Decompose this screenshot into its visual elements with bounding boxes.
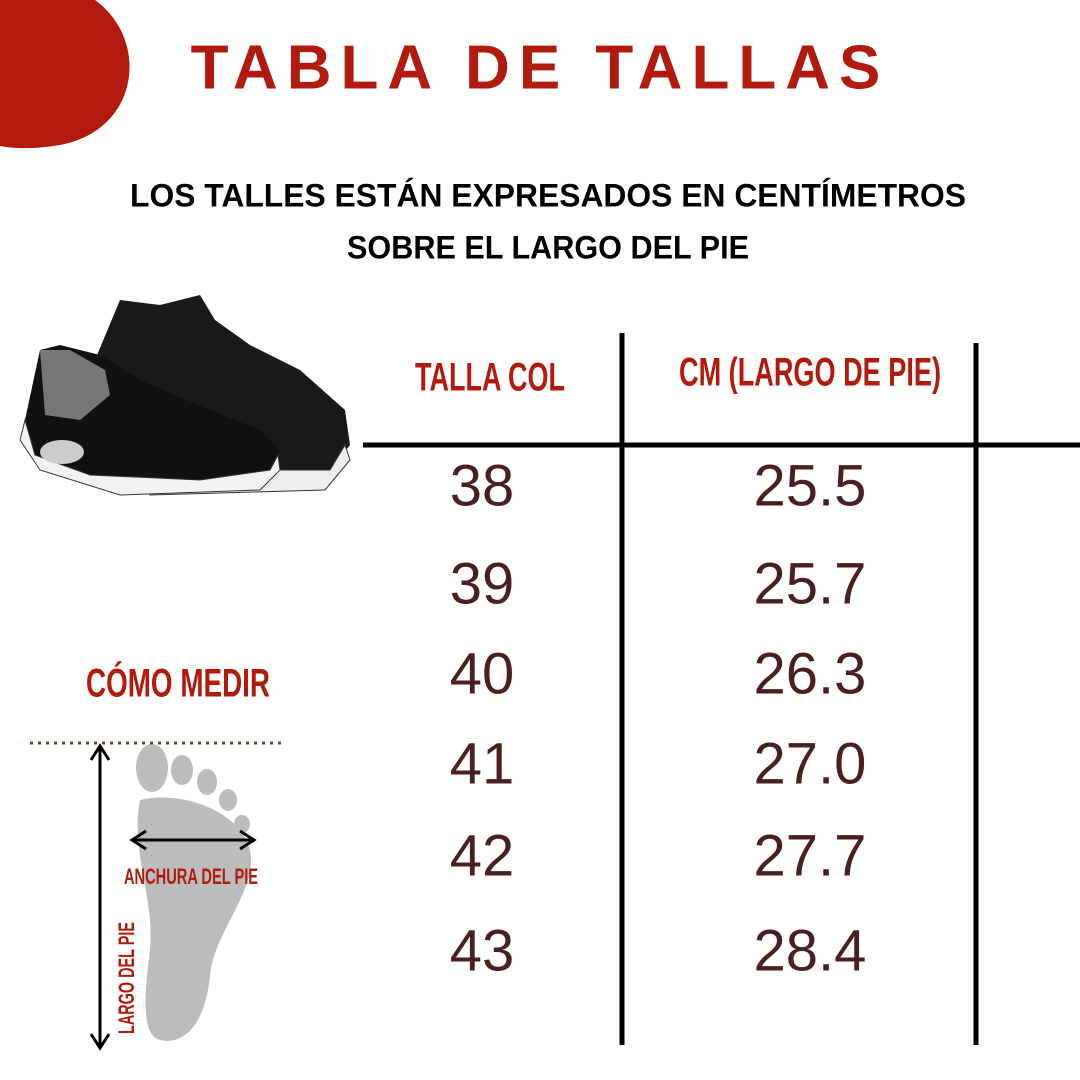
table-cell: 38 (450, 453, 515, 518)
table-cell: 39 (450, 551, 515, 616)
shoe-image (19, 295, 351, 496)
length-arrow (89, 743, 111, 1051)
table-cell: 27.0 (754, 731, 867, 796)
width-arrow (129, 829, 257, 851)
table-cell: 25.7 (754, 551, 867, 616)
width-label: ANCHURA DEL PIE (124, 864, 258, 889)
subtitle-line: LOS TALLES ESTÁN EXPRESADOS EN CENTÍMETR… (130, 177, 966, 213)
table-cell: 26.3 (754, 641, 867, 706)
table-cell: 41 (450, 731, 515, 796)
table-cell: 25.5 (754, 453, 867, 518)
table-cell: 40 (450, 641, 515, 706)
table-cell: 42 (450, 823, 515, 888)
subtitle-line: SOBRE EL LARGO DEL PIE (347, 229, 749, 265)
title: TABLA DE TALLAS (191, 33, 890, 102)
table-cell: 43 (450, 918, 515, 983)
length-label: LARGO DEL PIE (114, 922, 139, 1034)
table-cell: 27.7 (754, 823, 867, 888)
column-header: TALLA COL (415, 356, 565, 400)
table-body: 38 25.5 39 25.7 40 26.3 41 27.0 42 27.7 43 28.4 (450, 453, 867, 983)
column-header: CM (LARGO DE PIE) (679, 351, 941, 395)
corner-blob (0, 0, 130, 149)
table-cell: 28.4 (754, 918, 867, 983)
guide-title: CÓMO MEDIR (86, 660, 270, 706)
foot-illustration (136, 744, 251, 1041)
